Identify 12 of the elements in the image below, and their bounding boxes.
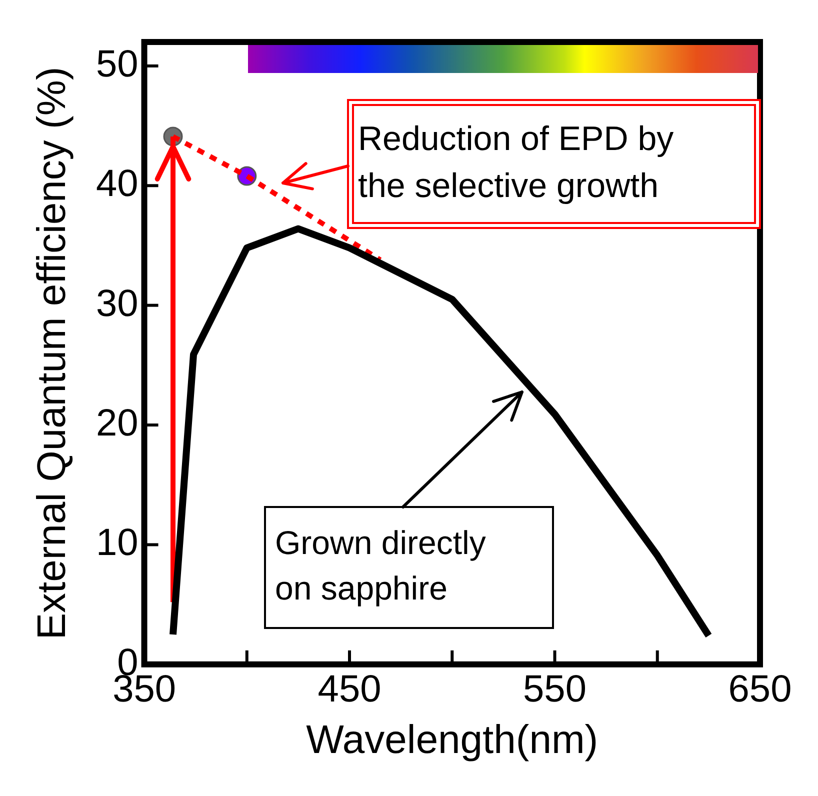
y-axis-title: External Quantum efficiency (%) [30,66,74,640]
annotation: Reduction of EPD by the selective growth [358,120,674,205]
annotation: Grown directly on sapphire [275,524,486,606]
x-tick-label: 450 [318,668,382,711]
y-tick-label: 40 [96,163,138,206]
y-tick-label: 10 [96,522,138,564]
x-axis-title: Wavelength(nm) [306,718,598,762]
y-tick-label: 20 [96,402,138,444]
x-tick-label: 550 [523,668,586,711]
y-tick-label: 50 [96,43,138,86]
x-tick-label: 650 [728,668,792,711]
y-tick-label: 30 [96,282,138,325]
